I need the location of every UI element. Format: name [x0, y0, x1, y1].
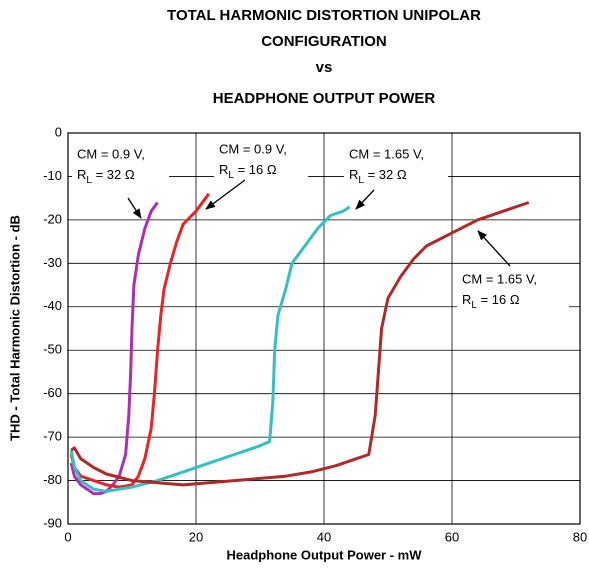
curves: [69, 192, 530, 496]
x-tick-label: 20: [189, 529, 203, 544]
x-tick-label: 0: [64, 529, 71, 544]
arrow: [205, 179, 246, 210]
chart-title: TOTAL HARMONIC DISTORTION UNIPOLAR: [167, 7, 481, 24]
y-tick-label: 0: [55, 124, 62, 139]
annotation-part: = 16 Ω: [234, 162, 277, 177]
x-tick-label: 60: [445, 529, 459, 544]
annotations: CM = 0.9 V,RL = 32 ΩCM = 0.9 V,RL = 16 Ω…: [72, 135, 569, 315]
grid: [67, 132, 581, 525]
annotation: CM = 0.9 V,: [219, 141, 287, 156]
y-tick-label: -40: [43, 298, 62, 313]
annotation: CM = 1.65 V,: [349, 146, 424, 161]
y-tick-label: -10: [43, 168, 62, 183]
series-line: [69, 192, 211, 489]
chart-title: vs: [316, 59, 333, 76]
y-tick-label: -60: [43, 385, 62, 400]
annotation: RL = 32 Ω: [77, 167, 135, 185]
arrow: [355, 189, 375, 210]
annotation-sub: L: [471, 300, 477, 311]
x-tick-label: 40: [317, 529, 331, 544]
chart-title: HEADPHONE OUTPUT POWER: [213, 90, 436, 107]
annotation: RL = 16 Ω: [219, 162, 277, 180]
y-tick-label: -90: [43, 515, 62, 530]
y-tick-label: -20: [43, 211, 62, 226]
annotation: RL = 32 Ω: [349, 167, 407, 185]
annotation-part: = 32 Ω: [364, 167, 407, 182]
series-line: [69, 205, 351, 493]
plot-frame: [67, 132, 581, 525]
annotation-part: = 32 Ω: [92, 167, 135, 182]
annotation-part: R: [462, 292, 471, 307]
annotation-box: [214, 135, 308, 185]
annotation-sub: L: [228, 170, 234, 181]
annotation-part: = 16 Ω: [477, 292, 520, 307]
annotation-part: R: [77, 167, 86, 182]
y-tick-label: -80: [43, 472, 62, 487]
y-tick-label: -70: [43, 429, 62, 444]
annotation: CM = 1.65 V,: [462, 271, 537, 286]
arrow: [127, 197, 142, 219]
annotation-box: [457, 265, 569, 315]
y-tick-label: -30: [43, 255, 62, 270]
x-axis-label: Headphone Output Power - mW: [227, 547, 423, 562]
series-line: [70, 201, 530, 487]
annotation-sub: L: [358, 175, 364, 186]
series-line: [69, 201, 159, 496]
x-tick-label: 80: [573, 529, 587, 544]
y-axis-label: THD - Total Harmonic Distortion - dB: [7, 215, 22, 441]
annotation-box: [344, 140, 448, 190]
y-tick-label: -50: [43, 342, 62, 357]
annotation: CM = 0.9 V,: [77, 146, 145, 161]
annotation: RL = 16 Ω: [462, 292, 520, 310]
annotation-part: R: [349, 167, 358, 182]
chart-title: CONFIGURATION: [261, 33, 387, 50]
annotation-box: [72, 140, 169, 190]
annotation-sub: L: [86, 175, 92, 186]
arrow: [477, 230, 511, 267]
annotation-part: R: [219, 162, 228, 177]
